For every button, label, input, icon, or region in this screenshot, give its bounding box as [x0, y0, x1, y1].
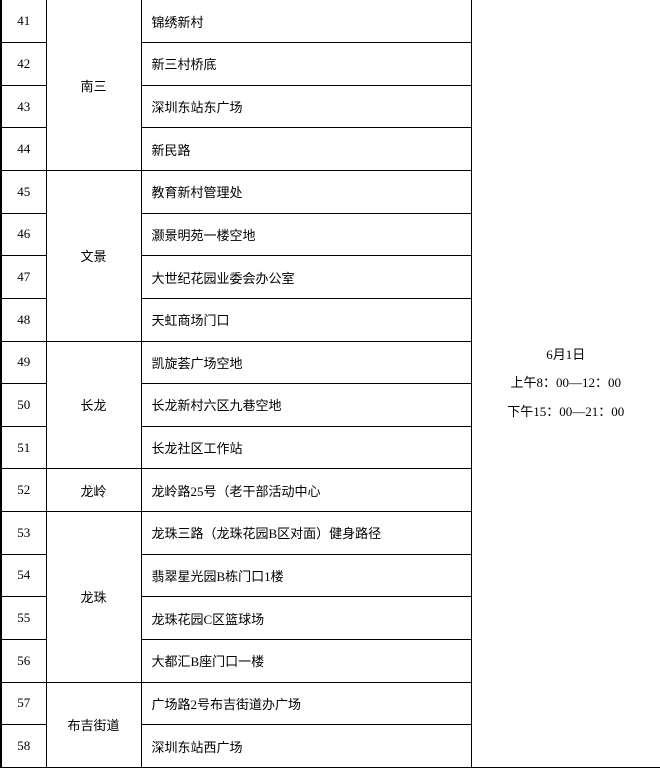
- location-cell: 龙珠三路（龙珠花园B区对面）健身路径: [141, 512, 471, 555]
- time-morning: 上午8：00—12：00: [478, 369, 655, 398]
- area-cell: 文景: [46, 171, 141, 342]
- table-row: 41南三锦绣新村6月1日上午8：00—12：00下午15：00—21：00: [1, 0, 660, 43]
- row-number: 55: [1, 597, 46, 640]
- row-number: 48: [1, 298, 46, 341]
- row-number: 44: [1, 128, 46, 171]
- location-cell: 大都汇B座门口一楼: [141, 639, 471, 682]
- location-cell: 广场路2号布吉街道办广场: [141, 682, 471, 725]
- area-cell: 龙岭: [46, 469, 141, 512]
- time-date: 6月1日: [478, 341, 655, 370]
- location-cell: 长龙社区工作站: [141, 426, 471, 469]
- row-number: 49: [1, 341, 46, 384]
- area-cell: 龙珠: [46, 512, 141, 683]
- schedule-table: 41南三锦绣新村6月1日上午8：00—12：00下午15：00—21：0042新…: [0, 0, 660, 768]
- location-cell: 灏景明苑一楼空地: [141, 213, 471, 256]
- location-cell: 龙岭路25号（老干部活动中心: [141, 469, 471, 512]
- row-number: 51: [1, 426, 46, 469]
- time-cell: 6月1日上午8：00—12：00下午15：00—21：00: [471, 0, 660, 768]
- row-number: 43: [1, 85, 46, 128]
- location-cell: 凯旋荟广场空地: [141, 341, 471, 384]
- location-cell: 锦绣新村: [141, 0, 471, 43]
- row-number: 57: [1, 682, 46, 725]
- location-cell: 翡翠星光园B栋门口1楼: [141, 554, 471, 597]
- row-number: 46: [1, 213, 46, 256]
- area-cell: 布吉街道: [46, 682, 141, 768]
- row-number: 45: [1, 171, 46, 214]
- row-number: 42: [1, 43, 46, 86]
- row-number: 53: [1, 512, 46, 555]
- location-cell: 长龙新村六区九巷空地: [141, 384, 471, 427]
- row-number: 52: [1, 469, 46, 512]
- row-number: 41: [1, 0, 46, 43]
- location-cell: 龙珠花园C区篮球场: [141, 597, 471, 640]
- location-cell: 深圳东站西广场: [141, 725, 471, 768]
- location-cell: 深圳东站东广场: [141, 85, 471, 128]
- location-cell: 教育新村管理处: [141, 171, 471, 214]
- row-number: 56: [1, 639, 46, 682]
- area-cell: 南三: [46, 0, 141, 171]
- row-number: 47: [1, 256, 46, 299]
- location-cell: 新三村桥底: [141, 43, 471, 86]
- location-cell: 大世纪花园业委会办公室: [141, 256, 471, 299]
- time-afternoon: 下午15：00—21：00: [478, 398, 655, 427]
- location-cell: 天虹商场门口: [141, 298, 471, 341]
- table: 41南三锦绣新村6月1日上午8：00—12：00下午15：00—21：0042新…: [0, 0, 660, 768]
- row-number: 58: [1, 725, 46, 768]
- row-number: 54: [1, 554, 46, 597]
- row-number: 50: [1, 384, 46, 427]
- area-cell: 长龙: [46, 341, 141, 469]
- location-cell: 新民路: [141, 128, 471, 171]
